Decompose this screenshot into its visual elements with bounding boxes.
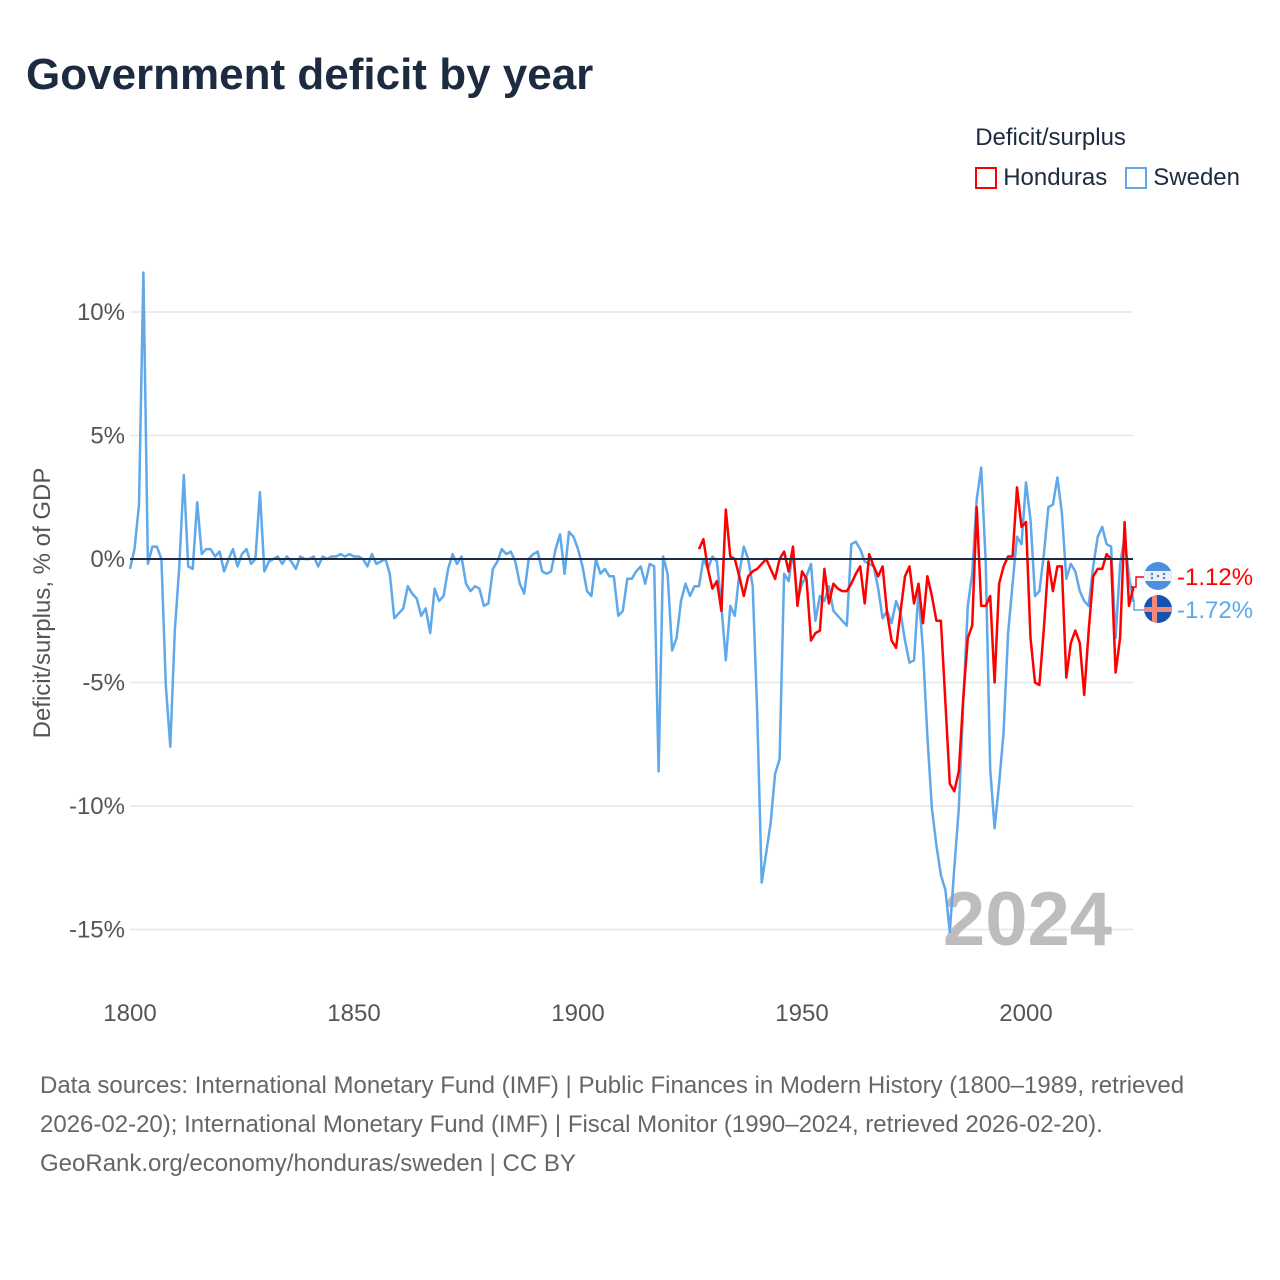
- legend-swatch-honduras: [975, 167, 998, 189]
- end-label-sweden: -1.72%: [1177, 597, 1253, 624]
- legend-title: Deficit/surplus: [975, 124, 1126, 151]
- x-tick-label: 1950: [775, 1000, 828, 1027]
- x-tick-labels: 1800 1850 1900 1950 2000: [103, 1000, 1052, 1027]
- y-tick-label: -15%: [69, 917, 125, 944]
- legend-label-honduras: Honduras: [1003, 164, 1108, 191]
- attribution: GeoRank.org/economy/honduras/sweden | CC…: [40, 1150, 576, 1177]
- sweden-flag-icon: [1144, 595, 1172, 623]
- honduras-flag-icon: [1144, 562, 1172, 590]
- connector-honduras: [1131, 576, 1144, 588]
- y-tick-labels: 10% 5% 0% -5% -10% -15%: [69, 299, 125, 944]
- x-tick-label: 1850: [327, 1000, 380, 1027]
- connector-sweden: [1131, 600, 1144, 611]
- end-label-honduras: -1.12%: [1177, 564, 1253, 591]
- legend-item-honduras[interactable]: Honduras: [975, 164, 1107, 192]
- x-tick-label: 1900: [551, 1000, 604, 1027]
- legend: Deficit/surplus Honduras Sweden: [975, 124, 1240, 192]
- y-tick-label: -5%: [82, 670, 125, 697]
- y-tick-label: -10%: [69, 793, 125, 820]
- series-line-sweden: [128, 271, 1135, 934]
- x-tick-label: 2000: [999, 1000, 1052, 1027]
- gridlines: [130, 311, 1133, 931]
- series-line-honduras: [697, 486, 1135, 793]
- legend-label-sweden: Sweden: [1153, 164, 1240, 191]
- footer: Data sources: International Monetary Fun…: [40, 1066, 1240, 1183]
- legend-swatch-sweden: [1125, 167, 1148, 189]
- chart-title: Government deficit by year: [26, 50, 594, 99]
- license: CC BY: [502, 1150, 576, 1177]
- y-axis-label: Deficit/surplus, % of GDP: [29, 468, 56, 739]
- y-tick-label: 5%: [90, 423, 125, 450]
- y-tick-label: 10%: [77, 299, 125, 326]
- x-tick-label: 1800: [103, 1000, 156, 1027]
- data-sources: Data sources: International Monetary Fun…: [40, 1072, 1185, 1138]
- y-tick-label: 0%: [90, 546, 125, 573]
- legend-item-sweden[interactable]: Sweden: [1125, 164, 1240, 192]
- year-annotation: 2024: [943, 877, 1112, 962]
- source-link[interactable]: GeoRank.org/economy/honduras/sweden: [40, 1150, 483, 1177]
